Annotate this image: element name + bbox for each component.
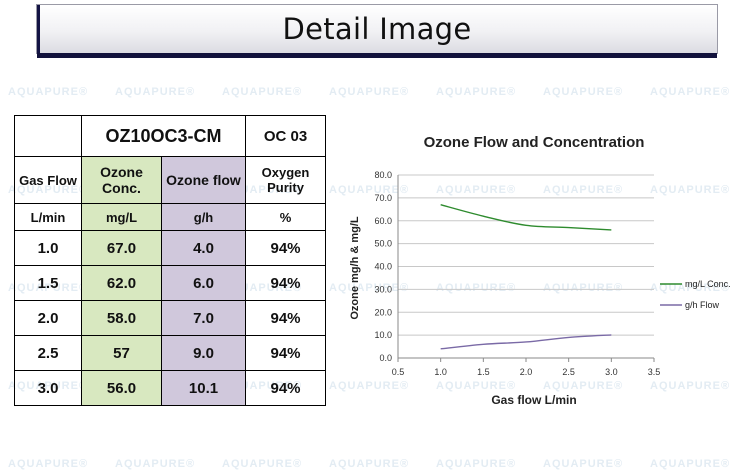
y-tick-label: 80.0 (374, 170, 392, 180)
watermark-text: AQUAPURE® (436, 86, 517, 98)
y-tick-label: 10.0 (374, 330, 392, 340)
y-tick-label: 20.0 (374, 307, 392, 317)
table-cell: 1.5 (14, 265, 82, 301)
y-tick-label: 50.0 (374, 239, 392, 249)
watermark-row: AQUAPURE® AQUAPURE® AQUAPURE® AQUAPURE® AQUA… (0, 458, 750, 472)
watermark-row: AQUAPURE® AQUAPURE® AQUAPURE® AQUAPURE® AQUA… (0, 86, 750, 100)
table-cell: 6.0 (161, 265, 246, 301)
table-cell: 94% (245, 335, 326, 371)
y-axis-label: Ozone mg/h & mg/L (349, 216, 361, 320)
x-tick-label: 2.0 (520, 367, 533, 377)
ozone-chart: Ozone Flow and Concentration Gas flow L/… (338, 118, 750, 418)
table-row: 2.0 58.0 7.0 94% (14, 300, 326, 336)
y-tick-label: 0.0 (379, 353, 392, 363)
header-ozone-conc: Ozone Conc. (81, 156, 162, 204)
x-tick-label: 2.5 (562, 367, 575, 377)
table-row: L/min mg/L g/h % (14, 203, 326, 231)
watermark-text: AQUAPURE® (222, 458, 303, 470)
watermark-text: AQUAPURE® (8, 458, 89, 470)
x-axis-label: Gas flow L/min (491, 393, 576, 407)
legend-entry: g/h Flow (685, 300, 720, 310)
y-tick-label: 60.0 (374, 216, 392, 226)
y-tick-label: 30.0 (374, 284, 392, 294)
table-cell: 62.0 (81, 265, 162, 301)
chart-svg: Ozone Flow and Concentration Gas flow L/… (349, 134, 731, 407)
x-tick-label: 1.5 (477, 367, 490, 377)
x-tick-label: 1.0 (434, 367, 447, 377)
table-cell: 3.0 (14, 370, 82, 406)
series-line-conc (440, 204, 612, 231)
plot-area: 0.0 10.0 20.0 30.0 40.0 50.0 60.0 70.0 80.0 0.5 1.… (374, 170, 730, 377)
title-banner: Detail Image (36, 4, 718, 58)
table-cell: 67.0 (81, 230, 162, 266)
table-row: Gas Flow Ozone Conc. Ozone flow Oxygen P… (14, 156, 326, 204)
table-cell: 94% (245, 300, 326, 336)
watermark-text: AQUAPURE® (115, 86, 196, 98)
table-cell: 94% (245, 265, 326, 301)
unit-cell: % (245, 203, 326, 231)
x-tick-label: 3.0 (605, 367, 618, 377)
watermark-text: AQUAPURE® (543, 86, 624, 98)
watermark-text: AQUAPURE® (650, 86, 731, 98)
chart-title: Ozone Flow and Concentration (424, 134, 645, 151)
x-tick-label: 3.5 (648, 367, 661, 377)
table-cell: 7.0 (161, 300, 246, 336)
unit-cell: L/min (14, 203, 82, 231)
watermark-text: AQUAPURE® (115, 458, 196, 470)
table-row: 3.0 56.0 10.1 94% (14, 370, 326, 406)
y-tick-label: 70.0 (374, 193, 392, 203)
watermark-text: AQUAPURE® (543, 458, 624, 470)
table-cell: 57 (81, 335, 162, 371)
table-row: 2.5 57 9.0 94% (14, 335, 326, 371)
table-cell: 94% (245, 230, 326, 266)
spec-table: OZ10OC3-CM OC 03 Gas Flow Ozone Conc. Oz… (14, 115, 326, 406)
table-cell: 1.0 (14, 230, 82, 266)
watermark-text: AQUAPURE® (650, 458, 731, 470)
legend-entry: mg/L Conc. (685, 279, 731, 289)
watermark-text: AQUAPURE® (222, 86, 303, 98)
table-cell: 94% (245, 370, 326, 406)
oc-label: OC 03 (245, 115, 326, 157)
table-cell: 4.0 (161, 230, 246, 266)
table-cell: 56.0 (81, 370, 162, 406)
unit-cell: mg/L (81, 203, 162, 231)
model-label: OZ10OC3-CM (81, 115, 246, 157)
table-cell: 2.5 (14, 335, 82, 371)
series-line-flow (440, 334, 612, 350)
table-cell: 58.0 (81, 300, 162, 336)
watermark-text: AQUAPURE® (329, 86, 410, 98)
page-title: Detail Image (282, 12, 472, 46)
unit-cell: g/h (161, 203, 246, 231)
table-row: 1.0 67.0 4.0 94% (14, 230, 326, 266)
watermark-text: AQUAPURE® (329, 458, 410, 470)
table-row: 1.5 62.0 6.0 94% (14, 265, 326, 301)
table-row: OZ10OC3-CM OC 03 (14, 115, 326, 157)
header-ozone-flow: Ozone flow (161, 156, 246, 204)
table-cell: 10.1 (161, 370, 246, 406)
watermark-text: AQUAPURE® (8, 86, 89, 98)
table-cell: 9.0 (161, 335, 246, 371)
header-oxygen-purity: Oxygen Purity (245, 156, 326, 204)
table-cell: 2.0 (14, 300, 82, 336)
header-gas-flow: Gas Flow (14, 156, 82, 204)
y-tick-label: 40.0 (374, 262, 392, 272)
table-corner-cell (14, 115, 82, 157)
x-tick-label: 0.5 (392, 367, 405, 377)
watermark-text: AQUAPURE® (436, 458, 517, 470)
